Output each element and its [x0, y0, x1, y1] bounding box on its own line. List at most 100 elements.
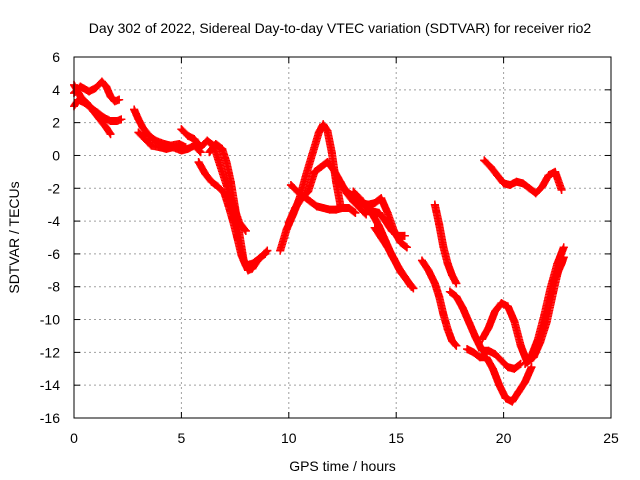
y-tick-label: -16 — [40, 410, 60, 426]
data-point — [480, 156, 489, 165]
data-point — [138, 123, 147, 132]
data-point — [497, 356, 506, 365]
data-point — [134, 115, 143, 124]
data-point — [439, 310, 448, 319]
data-point — [510, 317, 519, 326]
x-tick-label: 10 — [281, 430, 297, 446]
data-point — [396, 267, 405, 276]
y-tick-label: 6 — [52, 49, 60, 65]
data-point — [306, 197, 315, 206]
data-point — [222, 158, 231, 167]
data-point — [147, 141, 156, 150]
data-point — [402, 276, 411, 285]
x-tick-label: 15 — [388, 430, 404, 446]
data-point — [226, 177, 235, 186]
x-tick-label: 0 — [70, 430, 78, 446]
data-point — [383, 208, 392, 217]
data-point — [497, 299, 506, 308]
data-point — [177, 125, 186, 134]
data-point — [493, 171, 502, 180]
data-point — [177, 146, 186, 155]
data-point — [375, 208, 384, 217]
y-tick-label: -12 — [40, 344, 60, 360]
data-point — [484, 323, 493, 332]
data-point — [559, 243, 568, 252]
data-point — [370, 223, 379, 232]
data-point — [91, 84, 100, 93]
data-point — [76, 92, 85, 101]
data-point — [338, 182, 347, 191]
series-track-h — [194, 158, 272, 270]
data-point — [145, 131, 154, 140]
data-point — [291, 203, 300, 212]
data-point — [484, 346, 493, 355]
y-tick-label: -8 — [48, 279, 61, 295]
data-point — [362, 202, 371, 211]
data-point — [553, 269, 562, 278]
data-point — [402, 243, 411, 252]
y-axis-label: SDTVAR / TECUs — [6, 181, 22, 293]
x-tick-label: 25 — [603, 430, 619, 446]
data-point — [551, 167, 560, 176]
series-track-o — [370, 223, 418, 293]
data-point — [327, 148, 336, 157]
data-point — [203, 136, 212, 145]
data-point — [286, 180, 295, 189]
data-point — [439, 243, 448, 252]
data-point — [317, 162, 326, 171]
data-point — [293, 187, 302, 196]
data-point — [521, 377, 530, 386]
data-point — [95, 115, 104, 124]
data-point — [514, 387, 523, 396]
y-tick-label: 2 — [52, 115, 60, 131]
data-point — [452, 279, 461, 288]
data-point — [344, 203, 353, 212]
data-point — [486, 162, 495, 171]
x-tick-label: 20 — [496, 430, 512, 446]
data-point — [383, 243, 392, 252]
data-point — [501, 394, 510, 403]
data-point — [299, 192, 308, 201]
data-point — [557, 185, 566, 194]
chart-title: Day 302 of 2022, Sidereal Day-to-day VTE… — [89, 20, 592, 36]
y-tick-label: 0 — [52, 147, 60, 163]
data-point — [190, 135, 199, 144]
data-point — [527, 351, 536, 360]
data-point — [387, 226, 396, 235]
series-track-s — [463, 345, 536, 406]
data-point — [276, 246, 285, 255]
data-point — [323, 126, 332, 135]
data-point — [220, 189, 229, 198]
data-point — [503, 302, 512, 311]
data-point — [557, 259, 566, 268]
series-track-w — [480, 156, 566, 198]
data-point — [452, 292, 461, 301]
data-point — [115, 95, 124, 104]
data-point — [106, 130, 115, 139]
data-point — [89, 107, 98, 116]
data-point — [463, 345, 472, 354]
data-point — [106, 92, 115, 101]
data-point — [216, 161, 225, 170]
data-point — [430, 200, 439, 209]
data-point — [110, 97, 119, 106]
data-point — [155, 143, 164, 152]
data-point — [312, 202, 321, 211]
data-point — [319, 120, 328, 129]
data-point — [488, 364, 497, 373]
data-point — [256, 253, 265, 262]
data-point — [377, 194, 386, 203]
data-point — [368, 210, 377, 219]
data-point — [381, 217, 390, 226]
data-point — [97, 77, 106, 86]
data-point — [443, 325, 452, 334]
data-point — [521, 359, 530, 368]
data-point — [201, 169, 210, 178]
data-point — [233, 233, 242, 242]
data-point — [503, 363, 512, 372]
y-tick-label: -10 — [40, 312, 60, 328]
data-point — [424, 266, 433, 275]
data-point — [448, 336, 457, 345]
data-point — [218, 144, 227, 153]
